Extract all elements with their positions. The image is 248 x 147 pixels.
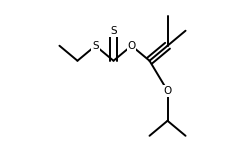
Text: O: O: [163, 86, 172, 96]
Text: S: S: [92, 41, 99, 51]
Text: O: O: [127, 41, 136, 51]
Text: S: S: [110, 26, 117, 36]
